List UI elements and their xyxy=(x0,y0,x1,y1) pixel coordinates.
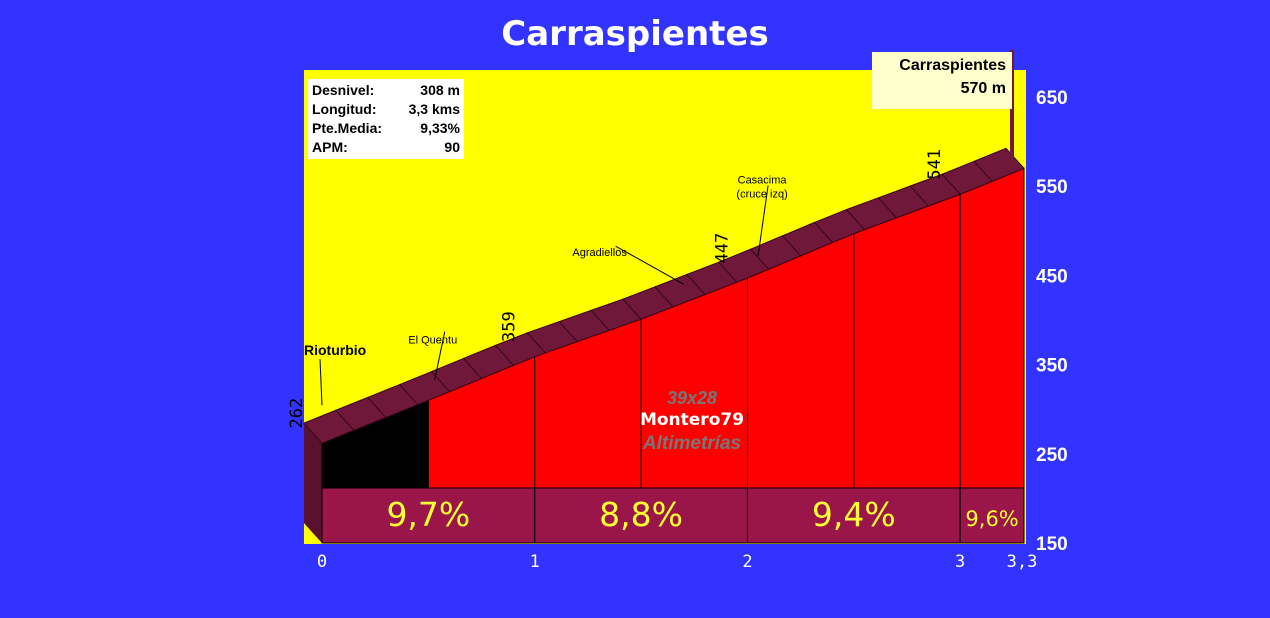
place-label: El Quentu xyxy=(408,335,457,347)
x-tick-label: 0 xyxy=(317,552,327,572)
altitude-label: 447 xyxy=(712,233,732,264)
y-tick-label: 450 xyxy=(1036,266,1068,287)
stats-value: 308 m xyxy=(420,82,460,98)
y-tick-label: 150 xyxy=(1036,534,1068,555)
gradient-label: 9,7% xyxy=(386,495,470,534)
place-pointer-line xyxy=(434,331,446,380)
gradient-band-cell xyxy=(321,487,536,544)
place-label-line2: (cruce izq) xyxy=(736,189,787,201)
y-tick-label: 350 xyxy=(1036,356,1068,377)
place-pointer-line xyxy=(757,185,769,256)
stats-label: Desnivel: xyxy=(312,82,375,98)
x-tick-label: 2 xyxy=(742,552,752,572)
stats-value: 3,3 kms xyxy=(408,101,460,117)
gradient-label: 8,8% xyxy=(599,495,683,534)
stats-row-longitud: Longitud: 3,3 kms xyxy=(312,101,460,120)
gradient-label: 9,4% xyxy=(812,495,896,534)
y-tick-label: 550 xyxy=(1036,177,1068,198)
stats-value: 9,33% xyxy=(420,120,460,136)
stats-label: APM: xyxy=(312,139,348,155)
gradient-band-cell xyxy=(746,487,961,544)
stats-row-apm: APM: 90 xyxy=(312,139,460,158)
altitude-label: 359 xyxy=(500,311,520,342)
stats-box: Desnivel: 308 m Longitud: 3,3 kms Pte.Me… xyxy=(308,79,464,159)
x-tick-label: 3 xyxy=(955,552,965,572)
y-tick-label: 250 xyxy=(1036,445,1068,466)
x-tick-label: 1 xyxy=(530,552,540,572)
place-pointer-line xyxy=(615,245,684,285)
watermark-site: Altimetrías xyxy=(642,433,742,454)
stats-row-pendiente: Pte.Media: 9,33% xyxy=(312,120,460,139)
x-tick-label: 3,3 xyxy=(1007,552,1038,572)
place-pointer-line xyxy=(319,359,323,406)
gradient-band-side xyxy=(304,468,322,543)
gradient-label: 9,6% xyxy=(965,507,1018,531)
place-label: Rioturbio xyxy=(304,342,366,358)
gradient-band-cell xyxy=(959,487,1025,544)
altitude-label: 541 xyxy=(925,149,945,180)
watermark-author: Montero79 xyxy=(639,410,745,430)
place-label: Agradiellos xyxy=(572,247,627,259)
stats-row-desnivel: Desnivel: 308 m xyxy=(312,82,460,101)
chart-title: Carraspientes xyxy=(501,14,769,54)
y-tick-label: 650 xyxy=(1036,88,1068,109)
altitude-label: 262 xyxy=(287,398,307,429)
stats-label: Pte.Media: xyxy=(312,120,383,136)
summit-altitude: 570 m xyxy=(960,80,1006,97)
watermark-ratio: 39x28 xyxy=(666,388,718,408)
place-label: Casacima xyxy=(738,175,788,187)
gradient-band-cell xyxy=(534,487,748,544)
summit-name: Carraspientes xyxy=(899,57,1006,74)
stats-label: Longitud: xyxy=(312,101,377,117)
stats-value: 90 xyxy=(444,139,460,155)
summit-box: Carraspientes 570 m xyxy=(872,52,1012,109)
first-segment-fill xyxy=(322,400,429,488)
